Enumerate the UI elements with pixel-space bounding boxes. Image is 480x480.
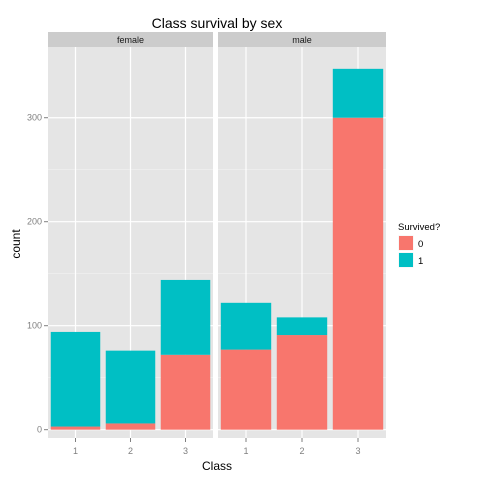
y-axis: 0 100 200 300 [27,113,48,435]
bar-male-class2-survived0 [276,335,328,430]
bar-male-class2-survived1 [276,317,328,336]
bar-male-class3-survived0 [332,117,384,430]
facet-strip [48,32,213,47]
y-tick-label: 100 [27,321,42,331]
legend-title: Survived? [398,222,440,233]
y-tick-label: 200 [27,217,42,227]
legend-label: 1 [418,256,423,267]
x-tick-label: 2 [128,446,133,456]
bar-male-class1-survived0 [220,349,272,430]
bar-male-class1-survived1 [220,302,272,350]
x-tick-label: 3 [183,446,188,456]
bar-female-class2-survived1 [105,350,156,424]
bar-female-class1-survived0 [50,426,101,430]
facet-panel-male: male 1 2 3 [218,32,386,456]
bar-female-class3-survived0 [160,354,211,430]
facet-strip-label: female [117,35,144,45]
y-tick-label: 300 [27,113,42,123]
legend-swatch-0 [399,236,413,250]
bar-female-class1-survived1 [50,331,101,427]
legend: Survived? 0 1 [397,222,440,269]
x-tick-label: 2 [299,446,304,456]
y-axis-title: count [9,229,23,259]
x-tick-label: 1 [243,446,248,456]
facet-strip-label: male [292,35,312,45]
x-axis-title: Class [202,459,232,473]
legend-label: 0 [418,239,423,250]
y-tick-label: 0 [37,425,42,435]
legend-swatch-1 [399,253,413,267]
bar-female-class3-survived1 [160,279,211,355]
x-tick-label: 3 [355,446,360,456]
bar-female-class2-survived0 [105,423,156,430]
facet-strip [218,32,386,47]
facet-panel-female: female 1 2 3 [48,32,213,456]
chart-title: Class survival by sex [152,15,283,31]
x-tick-label: 1 [73,446,78,456]
bar-male-class3-survived1 [332,68,384,118]
